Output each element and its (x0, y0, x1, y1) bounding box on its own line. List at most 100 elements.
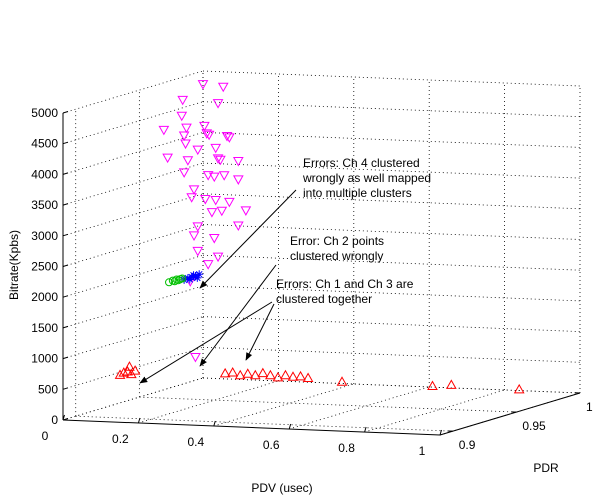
data-point (265, 369, 276, 380)
z-tick (62, 111, 69, 114)
data-points (114, 80, 525, 394)
x-tick-label: 0.6 (263, 438, 280, 452)
grid-line (62, 254, 204, 298)
data-point (185, 275, 194, 284)
data-point (122, 366, 133, 376)
y-axis-label: PDR (533, 461, 559, 475)
x-tick (439, 429, 442, 436)
grid-line (289, 386, 430, 430)
data-point (232, 221, 244, 231)
z-tick (62, 387, 69, 390)
x-tick (213, 420, 216, 427)
data-point (165, 278, 174, 287)
z-tick (62, 233, 69, 237)
annotation-line: Errors: Ch 1 and Ch 3 are (276, 277, 414, 291)
data-point (210, 143, 222, 154)
data-point (242, 368, 254, 378)
arrow (139, 301, 273, 384)
data-point (240, 206, 252, 216)
annotation-line: into multiple clusters (303, 186, 412, 200)
data-point (295, 370, 306, 381)
z-tick-label: 3500 (31, 198, 58, 212)
grid-line (202, 224, 581, 240)
data-point (201, 129, 213, 139)
data-point (336, 376, 348, 386)
grid-line (202, 132, 581, 148)
data-point (182, 156, 194, 166)
z-tick-label: 5000 (31, 106, 58, 120)
y-tick-label: 0.95 (522, 419, 546, 433)
data-point (212, 252, 224, 263)
data-point (208, 172, 220, 183)
z-tick-label: 0 (51, 413, 58, 427)
z-tick (62, 203, 69, 206)
data-point (170, 277, 179, 286)
z-tick-label: 2500 (31, 260, 58, 274)
y-axis (439, 392, 581, 436)
data-point (221, 131, 233, 142)
z-tick (62, 264, 69, 267)
annotation-line: clustered wrongly (290, 249, 383, 263)
data-point (216, 206, 228, 217)
data-point (193, 273, 202, 282)
data-point (232, 175, 244, 185)
z-tick-label: 4000 (31, 167, 58, 181)
x-axis-label: PDV (usec) (251, 481, 312, 495)
data-point (190, 353, 201, 363)
grid-line (202, 162, 581, 179)
data-point (178, 274, 187, 283)
x-tick-label: 0.8 (338, 441, 355, 455)
y-tick-label: 0.9 (459, 438, 476, 452)
data-point (192, 222, 204, 232)
grid-line (62, 101, 204, 145)
data-point (218, 171, 230, 181)
data-point (199, 195, 211, 205)
z-tick-label: 500 (38, 382, 58, 396)
arrow (199, 264, 277, 367)
data-point (158, 125, 170, 136)
data-point (202, 171, 214, 181)
data-point (177, 95, 189, 106)
arrow (245, 303, 275, 361)
x-tick (137, 417, 141, 424)
y-tick-label: 1 (586, 400, 593, 414)
data-point (192, 145, 204, 156)
data-point (118, 367, 130, 377)
data-point (202, 260, 214, 270)
grid-line (202, 70, 581, 87)
grid-line (364, 389, 505, 433)
grid-line (62, 285, 204, 329)
data-point (178, 168, 190, 178)
data-point (232, 157, 244, 167)
data-point (199, 121, 210, 132)
grid-line (213, 383, 354, 427)
data-point (249, 369, 261, 380)
grid-line (75, 415, 453, 432)
data-point (208, 234, 220, 244)
annotation-line: clustered together (276, 292, 372, 306)
data-point (186, 193, 198, 203)
data-point (178, 131, 190, 142)
data-point (287, 371, 299, 381)
data-point (212, 154, 224, 164)
annotation-line: wrongly as well mapped (302, 171, 431, 185)
arrow (199, 189, 297, 289)
z-axis-label: Bitrate(Kpbs) (7, 230, 21, 300)
data-point (280, 369, 291, 380)
x-tick (364, 426, 367, 433)
grid-line (202, 377, 581, 394)
grid-line (62, 316, 204, 359)
data-point (188, 185, 200, 195)
data-point (181, 123, 192, 134)
z-tick (62, 418, 69, 421)
data-point (302, 372, 314, 382)
data-point (427, 380, 438, 390)
annotation: Error: Ch 2 points clustered wrongly (290, 234, 387, 263)
z-tick-label: 3000 (31, 229, 58, 243)
annotation-line: Errors: Ch 4 clustered (303, 156, 420, 170)
grid-line (62, 377, 204, 421)
z-tick-label: 1000 (31, 352, 58, 366)
annotation: Errors: Ch 4 clustered wrongly as well m… (302, 156, 434, 200)
z-tick-label: 4500 (31, 137, 58, 151)
